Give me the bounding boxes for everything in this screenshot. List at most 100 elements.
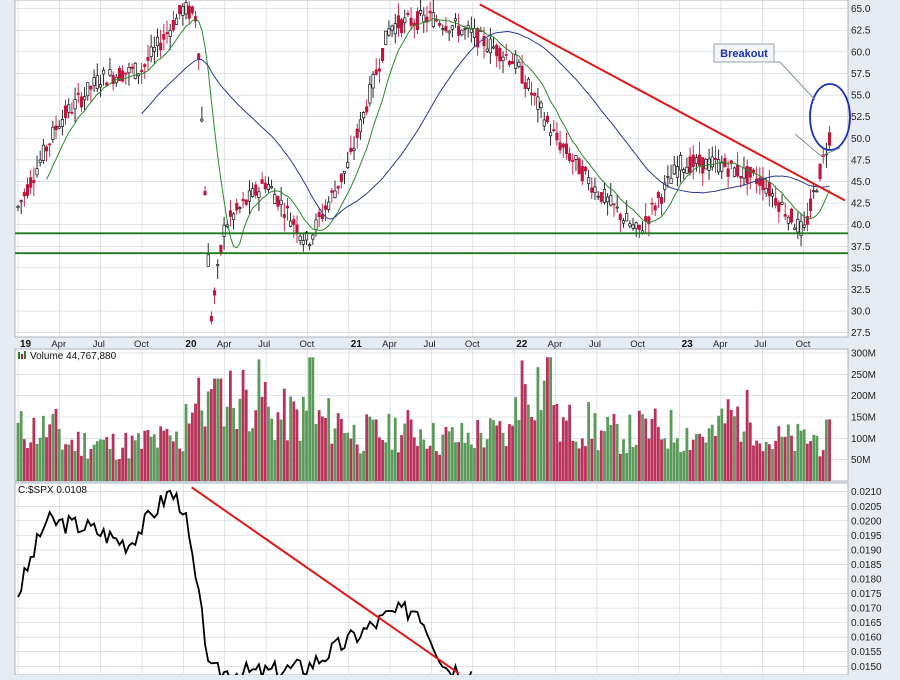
x-tick-label: 19 [20, 339, 32, 350]
price-candle-body [38, 159, 42, 163]
price-candle-body [621, 220, 626, 224]
volume-bar [229, 370, 232, 481]
volume-bar [16, 422, 20, 481]
x-tick-label: Oct [796, 339, 811, 350]
time-x-axis: 19 Apr Jul Oct 20 Apr Jul Oct 21 Apr Jul Oct 22 Apr Ju… [20, 339, 811, 350]
price-candle-body [235, 203, 239, 211]
volume-bar [260, 396, 264, 481]
price-candle-body [438, 22, 442, 26]
price-candle-body [526, 78, 530, 89]
price-candle-body [371, 74, 375, 89]
price-candle-body [44, 146, 49, 152]
volume-bar [397, 452, 400, 481]
volume-bar [213, 378, 216, 481]
volume-legend-icon-down [21, 354, 23, 359]
volume-bar [330, 443, 334, 481]
price-candle-body [558, 142, 562, 151]
price-candle-body [171, 19, 175, 31]
price-candle-body [244, 199, 248, 205]
grid-lines [15, 0, 848, 675]
volume-bar [742, 431, 746, 481]
volume-bar [495, 425, 499, 481]
x-tick-label: Jul [258, 339, 270, 350]
price-candle-body [507, 61, 511, 65]
x-tick-label: Jul [589, 339, 601, 350]
volume-bar [222, 426, 226, 481]
price-candle-body [292, 219, 296, 225]
price-candle-body [327, 201, 331, 210]
volume-bar [821, 450, 825, 481]
volume-bar [523, 384, 527, 481]
price-y-tick-label: 30.0 [851, 307, 871, 318]
price-candle-body [76, 92, 80, 95]
volume-bar [54, 408, 58, 481]
price-candle-body [133, 62, 137, 79]
price-candle-body [241, 198, 245, 202]
price-y-tick-label: 62.5 [851, 26, 871, 37]
price-candle-body [742, 167, 746, 179]
volume-bar [114, 459, 118, 481]
volume-bar [485, 439, 489, 481]
price-candle-body [770, 193, 775, 197]
volume-bar [828, 419, 831, 481]
volume-bar [669, 409, 673, 481]
price-y-tick-label: 50.0 [851, 134, 871, 145]
volume-bar [314, 424, 318, 481]
price-candle-body [279, 199, 283, 206]
price-candle-body [422, 14, 426, 23]
price-candle-body [504, 54, 508, 56]
volume-bar [748, 422, 752, 481]
x-tick-label: 22 [516, 339, 528, 350]
volume-bar [428, 445, 432, 481]
volume-bar [241, 369, 245, 481]
volume-bar [546, 357, 549, 481]
volume-bar [615, 423, 619, 481]
volume-bar [612, 414, 616, 481]
price-candle-body [162, 34, 166, 40]
price-candle-body [739, 176, 743, 179]
price-candle-body [86, 82, 90, 97]
volume-bar [447, 431, 451, 481]
volume-bar [454, 442, 457, 481]
ratio-series-line [17, 489, 473, 680]
price-candle-body [396, 15, 400, 29]
price-candle-body [276, 196, 280, 207]
price-candle-body [216, 264, 220, 267]
price-candle-body [79, 96, 83, 108]
volume-bar [197, 377, 201, 481]
price-candle-body [631, 224, 635, 229]
price-candle-body [400, 19, 404, 34]
volume-bar [175, 431, 178, 481]
sma-long-line [141, 31, 830, 220]
price-candle-body [552, 129, 556, 132]
volume-bar [140, 448, 144, 481]
volume-bar [178, 448, 182, 481]
price-candle-body [365, 106, 369, 113]
price-candle-body [336, 185, 340, 189]
volume-bar [152, 434, 156, 481]
volume-bar [802, 429, 806, 481]
volume-bar [536, 367, 540, 481]
volume-bar [333, 428, 337, 481]
volume-bar [628, 414, 632, 481]
price-y-tick-label: 45.0 [851, 177, 871, 188]
price-candle-body [285, 205, 290, 209]
price-candle-body [289, 220, 293, 227]
price-candle-body [130, 66, 134, 69]
volume-bar [89, 448, 93, 481]
volume-bar [799, 430, 803, 481]
volume-bar [400, 435, 403, 481]
price-candle-body [254, 184, 258, 196]
volume-bar [64, 444, 67, 481]
volume-bar [26, 448, 29, 481]
price-candle-body [124, 72, 128, 75]
volume-bar [124, 432, 128, 481]
volume-bar [324, 417, 327, 481]
price-candle-body [634, 222, 638, 229]
price-candle-body [476, 28, 480, 48]
volume-bar [412, 437, 416, 481]
price-candle-body [710, 156, 714, 168]
volume-bar [637, 410, 641, 481]
price-candle-body [717, 159, 721, 173]
volume-bar [723, 423, 727, 481]
